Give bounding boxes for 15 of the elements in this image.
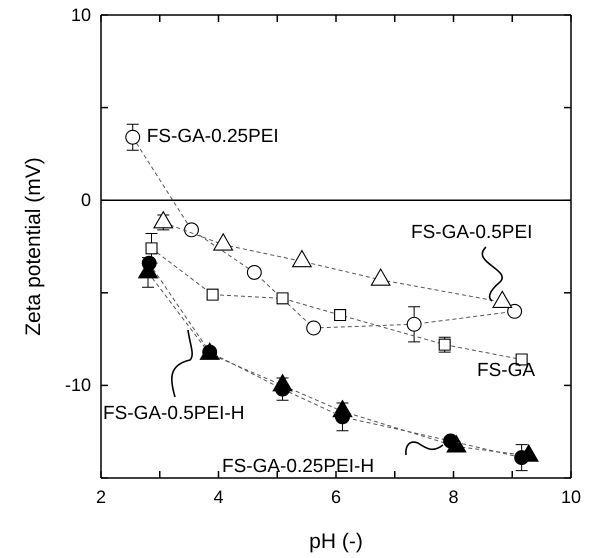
y-tick-label: -10: [64, 375, 91, 396]
series-label: FS-GA: [477, 360, 536, 382]
y-tick-label: 10: [70, 4, 91, 25]
series-label: FS-GA-0.25PEI-H: [222, 456, 374, 478]
y-axis-title: Zeta potential (mV): [22, 157, 45, 336]
x-tick-label: 2: [96, 486, 106, 507]
series-label: FS-GA-0.5PEI-H: [103, 403, 244, 424]
x-tick-label: 6: [330, 486, 342, 507]
y-tick-label: 0: [80, 190, 91, 210]
x-axis-title: pH (-): [309, 530, 363, 553]
series-label: FS-GA-0.25PEI: [146, 126, 279, 148]
x-tick-label: 8: [448, 486, 459, 507]
x-tick-label: 4: [213, 486, 224, 507]
x-tick-label: 10: [560, 486, 582, 507]
text: FS-GA-0.5PEI: [411, 222, 532, 244]
